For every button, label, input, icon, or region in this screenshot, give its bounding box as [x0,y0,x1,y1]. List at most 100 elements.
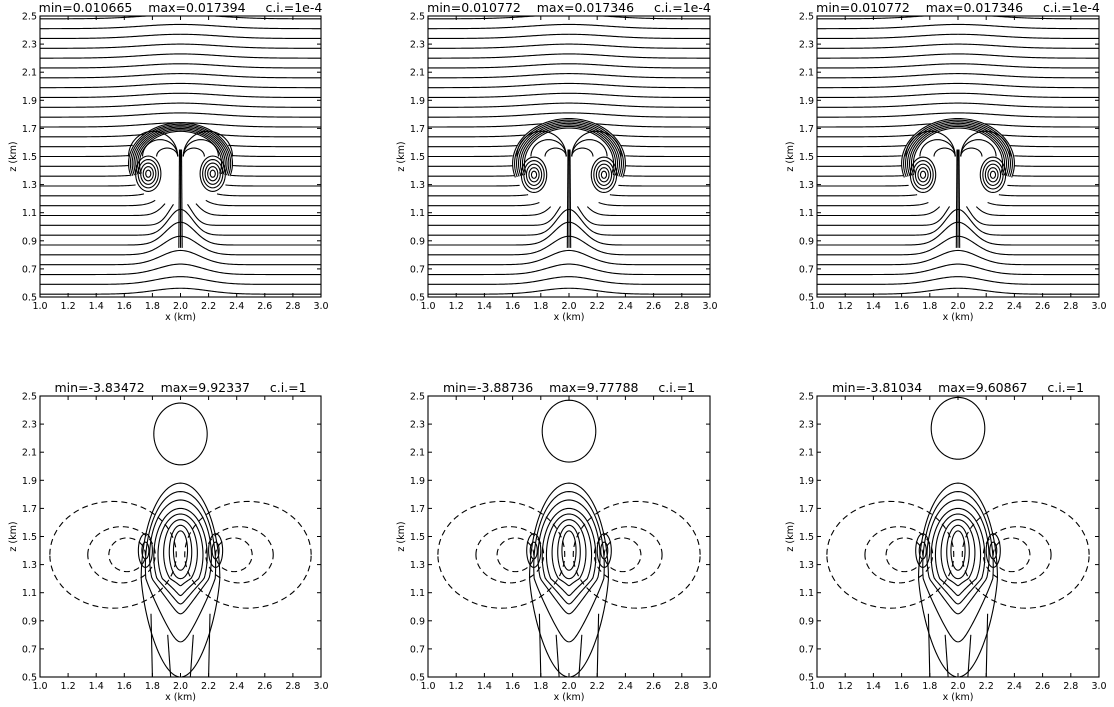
x-tick-label: 2.0 [950,681,965,692]
contour-line-13 [918,541,927,560]
contour-line-8 [950,530,966,571]
contour-line-1 [428,276,710,285]
chart-title: min=0.010772 max=0.017346 c.i.=1e-4 [427,0,711,15]
x-tick-label: 1.4 [477,681,492,692]
contour-line-29 [40,102,321,108]
contour-field [437,399,701,677]
x-axis-label: x (km) [165,692,196,703]
contour-line-18 [989,541,998,560]
contour-line-4 [153,507,208,605]
contour-line-14 [915,533,931,568]
y-tick-label: 2.5 [22,392,37,403]
contour-line-20 [1014,165,1099,167]
contour-line-13 [428,194,529,197]
contour-line-35 [40,43,321,49]
x-tick-label: 1.8 [145,301,160,312]
contour-line-24 [621,145,710,148]
contour-line-39 [817,16,1099,20]
y-tick-label: 1.3 [799,180,814,191]
contour-line-12 [598,201,710,207]
contour-line-47 [530,170,538,179]
contour-line-1 [140,482,221,677]
y-tick-label: 0.5 [799,293,814,304]
plot-frame [39,395,322,678]
contour-line-0 [428,287,710,295]
x-tick-label: 2.4 [1007,681,1022,692]
contour-line-15 [428,184,520,187]
y-tick-label: 2.1 [22,68,37,79]
contour-line-54 [516,130,567,157]
y-tick-label: 1.3 [410,560,425,571]
x-axis-label: x (km) [943,312,974,323]
contour-line-38 [40,16,321,20]
y-tick-label: 0.5 [799,673,814,684]
contour-line-32 [40,73,321,79]
x-tick-label: 1.8 [922,301,937,312]
contour-line-2 [533,490,605,643]
contour-line-55 [600,170,608,179]
y-axis-label: z (km) [8,521,19,551]
contour-line-44 [519,124,619,176]
contour-line-55 [989,170,997,179]
contour-line-9 [428,206,552,217]
contour-line-56 [204,162,221,185]
y-tick-label: 0.9 [799,236,814,247]
x-tick-label: 1.8 [533,681,548,692]
contour-line-46 [523,127,615,175]
x-tick-label: 1.6 [117,681,132,692]
x-tick-label: 2.4 [229,681,244,692]
contour-line-21 [982,526,1052,584]
contour-line-40 [901,118,1015,178]
contour-line-61 [571,139,608,157]
y-tick-label: 1.1 [410,208,425,219]
contour-line-16 [618,184,710,187]
contour-line-12 [208,613,211,677]
contour-line-58 [199,155,226,192]
x-tick-label: 2.8 [1063,681,1078,692]
contour-line-12 [596,613,600,677]
contour-line-30 [428,102,710,108]
y-tick-label: 2.3 [799,40,814,51]
y-tick-label: 0.5 [22,673,37,684]
contour-line-10 [967,634,972,677]
x-tick-label: 2.8 [285,301,300,312]
contour-line-56 [987,167,999,183]
contour-line-3 [817,249,1099,266]
x-tick-label: 2.2 [590,301,605,312]
contour-line-8 [187,204,321,226]
contour-line-17 [496,537,535,573]
contour-line-22 [625,155,710,158]
contour-line-21 [205,526,274,584]
contour-line-0 [930,396,986,460]
contour-line-2 [817,263,1099,276]
contour-line-16 [475,526,545,584]
contour-line-20 [625,165,710,167]
contour-line-62 [571,130,622,157]
contour-line-7 [428,206,562,226]
contour-line-59 [979,156,1007,194]
contour-line-38 [817,23,1099,30]
contour-line-32 [428,82,710,89]
x-tick-label: 1.4 [89,301,104,312]
contour-line-6 [163,519,198,587]
y-tick-label: 1.9 [22,476,37,487]
contour-line-7 [40,204,174,226]
contour-line-47 [142,166,154,182]
contour-line-22 [1014,155,1099,158]
x-tick-label: 2.6 [257,681,272,692]
contour-line-27 [817,123,932,128]
contour-line-0 [40,287,321,295]
contour-line-2 [144,490,217,643]
contour-line-28 [595,123,710,128]
contour-line-57 [984,163,1002,186]
y-tick-label: 0.9 [410,616,425,627]
contour-line-57 [595,163,613,186]
y-tick-label: 1.7 [410,504,425,515]
x-tick-label: 1.8 [533,301,548,312]
contour-line-30 [817,102,1099,108]
x-tick-label: 2.6 [1035,301,1050,312]
contour-line-4 [930,507,986,605]
contour-line-55 [207,166,219,182]
y-tick-label: 1.3 [799,560,814,571]
contour-line-18 [231,174,321,177]
